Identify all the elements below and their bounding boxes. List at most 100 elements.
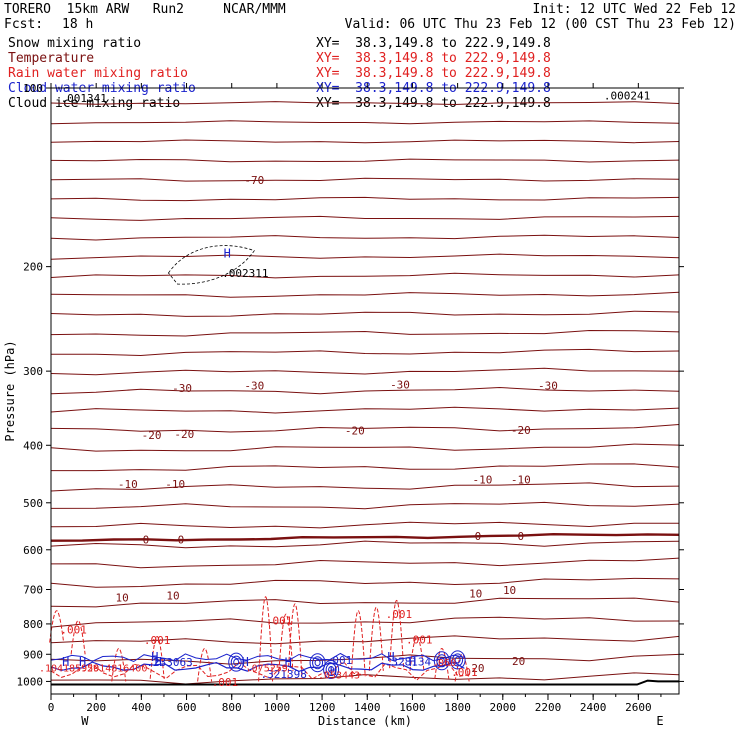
rain-max-label: .075259	[246, 663, 288, 674]
y-tick-label: 600	[23, 544, 43, 557]
cloud-water-contour	[50, 661, 465, 673]
isotherm-label: -10	[473, 474, 493, 487]
rain-label: .001	[212, 676, 239, 689]
x-tick-label: 2000	[490, 701, 517, 714]
x-tick-label: 2600	[625, 701, 652, 714]
isotherm-line	[50, 443, 680, 452]
cloud-ice-label: .002311	[222, 267, 268, 280]
legend-rain: Rain water mixing ratio	[8, 66, 189, 81]
cloud-water-label: .321398	[260, 668, 306, 681]
rain-max-label: .060	[432, 658, 456, 669]
y-tick-label: 200	[23, 261, 43, 274]
isotherm-label: -10	[165, 478, 185, 491]
isotherm-line	[50, 406, 680, 414]
legend-snow: Snow mixing ratio	[8, 36, 142, 51]
x-tick-label: 1000	[264, 701, 291, 714]
cloud-water-cell	[438, 657, 445, 665]
y-tick-label: 400	[23, 439, 43, 452]
cloud-water-cell	[323, 660, 340, 680]
isotherm-line	[50, 348, 680, 357]
isotherm-line	[50, 521, 679, 529]
high-marker: H	[155, 655, 162, 669]
y-tick-label: 800	[23, 618, 43, 631]
cloud-ice-label: .000241	[604, 90, 650, 103]
y-tick-label: 1000	[17, 675, 44, 688]
isotherm-label: 20	[471, 662, 484, 675]
high-marker: H	[151, 650, 158, 664]
isotherm-label: -70	[244, 174, 264, 187]
isotherm-label: -30	[390, 379, 410, 392]
x-tick-label: 400	[131, 701, 151, 714]
isotherm-line	[50, 616, 680, 628]
y-tick-label: 700	[23, 584, 43, 597]
rain-max-label: .104185959	[39, 663, 99, 674]
rain-max-label: .053443	[318, 670, 360, 681]
high-marker: H	[62, 655, 69, 669]
isotherm-line	[50, 577, 680, 588]
rain-contour	[350, 610, 366, 677]
isotherm-label: 0	[143, 534, 150, 547]
cloud-water-label: .001	[326, 654, 353, 667]
rain-contour	[197, 647, 213, 682]
rain-label: .001	[406, 634, 433, 647]
isotherm-line	[50, 540, 680, 549]
x-axis-title: Distance (km)	[318, 714, 412, 728]
rain-contour	[454, 653, 470, 682]
cloud-ice-contour	[167, 245, 255, 285]
high-marker: H	[242, 655, 249, 669]
isotherm-line	[50, 367, 680, 376]
high-marker: H	[387, 650, 394, 664]
isotherm-label: 20	[512, 655, 525, 668]
isotherm-label: 0	[475, 530, 482, 543]
x-tick-label: 1400	[354, 701, 381, 714]
cloud-water-cell	[228, 652, 245, 672]
isotherm-label: -20	[174, 428, 194, 441]
cloud-water-label: .328134	[385, 656, 432, 669]
isotherm-line	[50, 424, 680, 433]
cloud-water-cell	[314, 659, 321, 667]
valid-time: Valid: 06 UTC Thu 23 Feb 12 (00 CST Thu …	[344, 17, 736, 32]
isotherm-label: -10	[511, 474, 531, 487]
legend-snow-xy: XY= 38.3,149.8 to 222.9,149.8	[316, 36, 551, 51]
isotherm-line	[51, 463, 680, 472]
isotherm-label: -30	[244, 379, 264, 392]
rain-contour	[287, 603, 303, 679]
cloud-water-cell	[454, 656, 461, 664]
x-tick-label: 200	[86, 701, 106, 714]
forecast-label: Fcst:	[4, 17, 44, 32]
cloud-water-contour	[50, 652, 465, 663]
isotherm-line	[50, 253, 680, 260]
x-tick-label: 600	[177, 701, 197, 714]
cloud-water-cell	[433, 651, 450, 671]
high-marker: H	[224, 246, 231, 260]
cloud-water-cell	[309, 653, 326, 673]
x-tick-label: 0	[48, 701, 55, 714]
cloud-water-cell	[449, 650, 466, 670]
rain-contour	[49, 610, 65, 643]
cloud-water-cell	[230, 655, 242, 669]
rain-label: .001	[451, 666, 478, 679]
cloud-ice-label: .001341	[61, 92, 107, 105]
endpoint-west: W	[81, 714, 89, 728]
isotherm-label: -30	[538, 379, 558, 392]
isotherm-line	[50, 234, 680, 241]
x-tick-label: 2200	[535, 701, 562, 714]
freezing-level-line	[50, 532, 680, 542]
isotherm-line	[50, 310, 680, 317]
rain-label: .001	[144, 634, 171, 647]
cloud-water-cell	[233, 658, 240, 666]
cloud-water-cell	[436, 654, 448, 668]
rain-label: .001	[266, 615, 293, 628]
x-tick-label: 1200	[309, 701, 336, 714]
rain-contour	[368, 606, 384, 671]
isotherm-line	[50, 196, 680, 202]
isotherm-label: 10	[503, 584, 516, 597]
rain-contour	[149, 635, 165, 679]
isotherm-label: 0	[518, 530, 525, 543]
rain-contour	[389, 599, 405, 669]
cloud-water-cell	[312, 656, 324, 670]
isotherm-label: 0	[178, 534, 185, 547]
y-tick-label: 300	[23, 365, 43, 378]
isotherm-line	[50, 158, 680, 163]
isotherm-line	[50, 501, 680, 510]
